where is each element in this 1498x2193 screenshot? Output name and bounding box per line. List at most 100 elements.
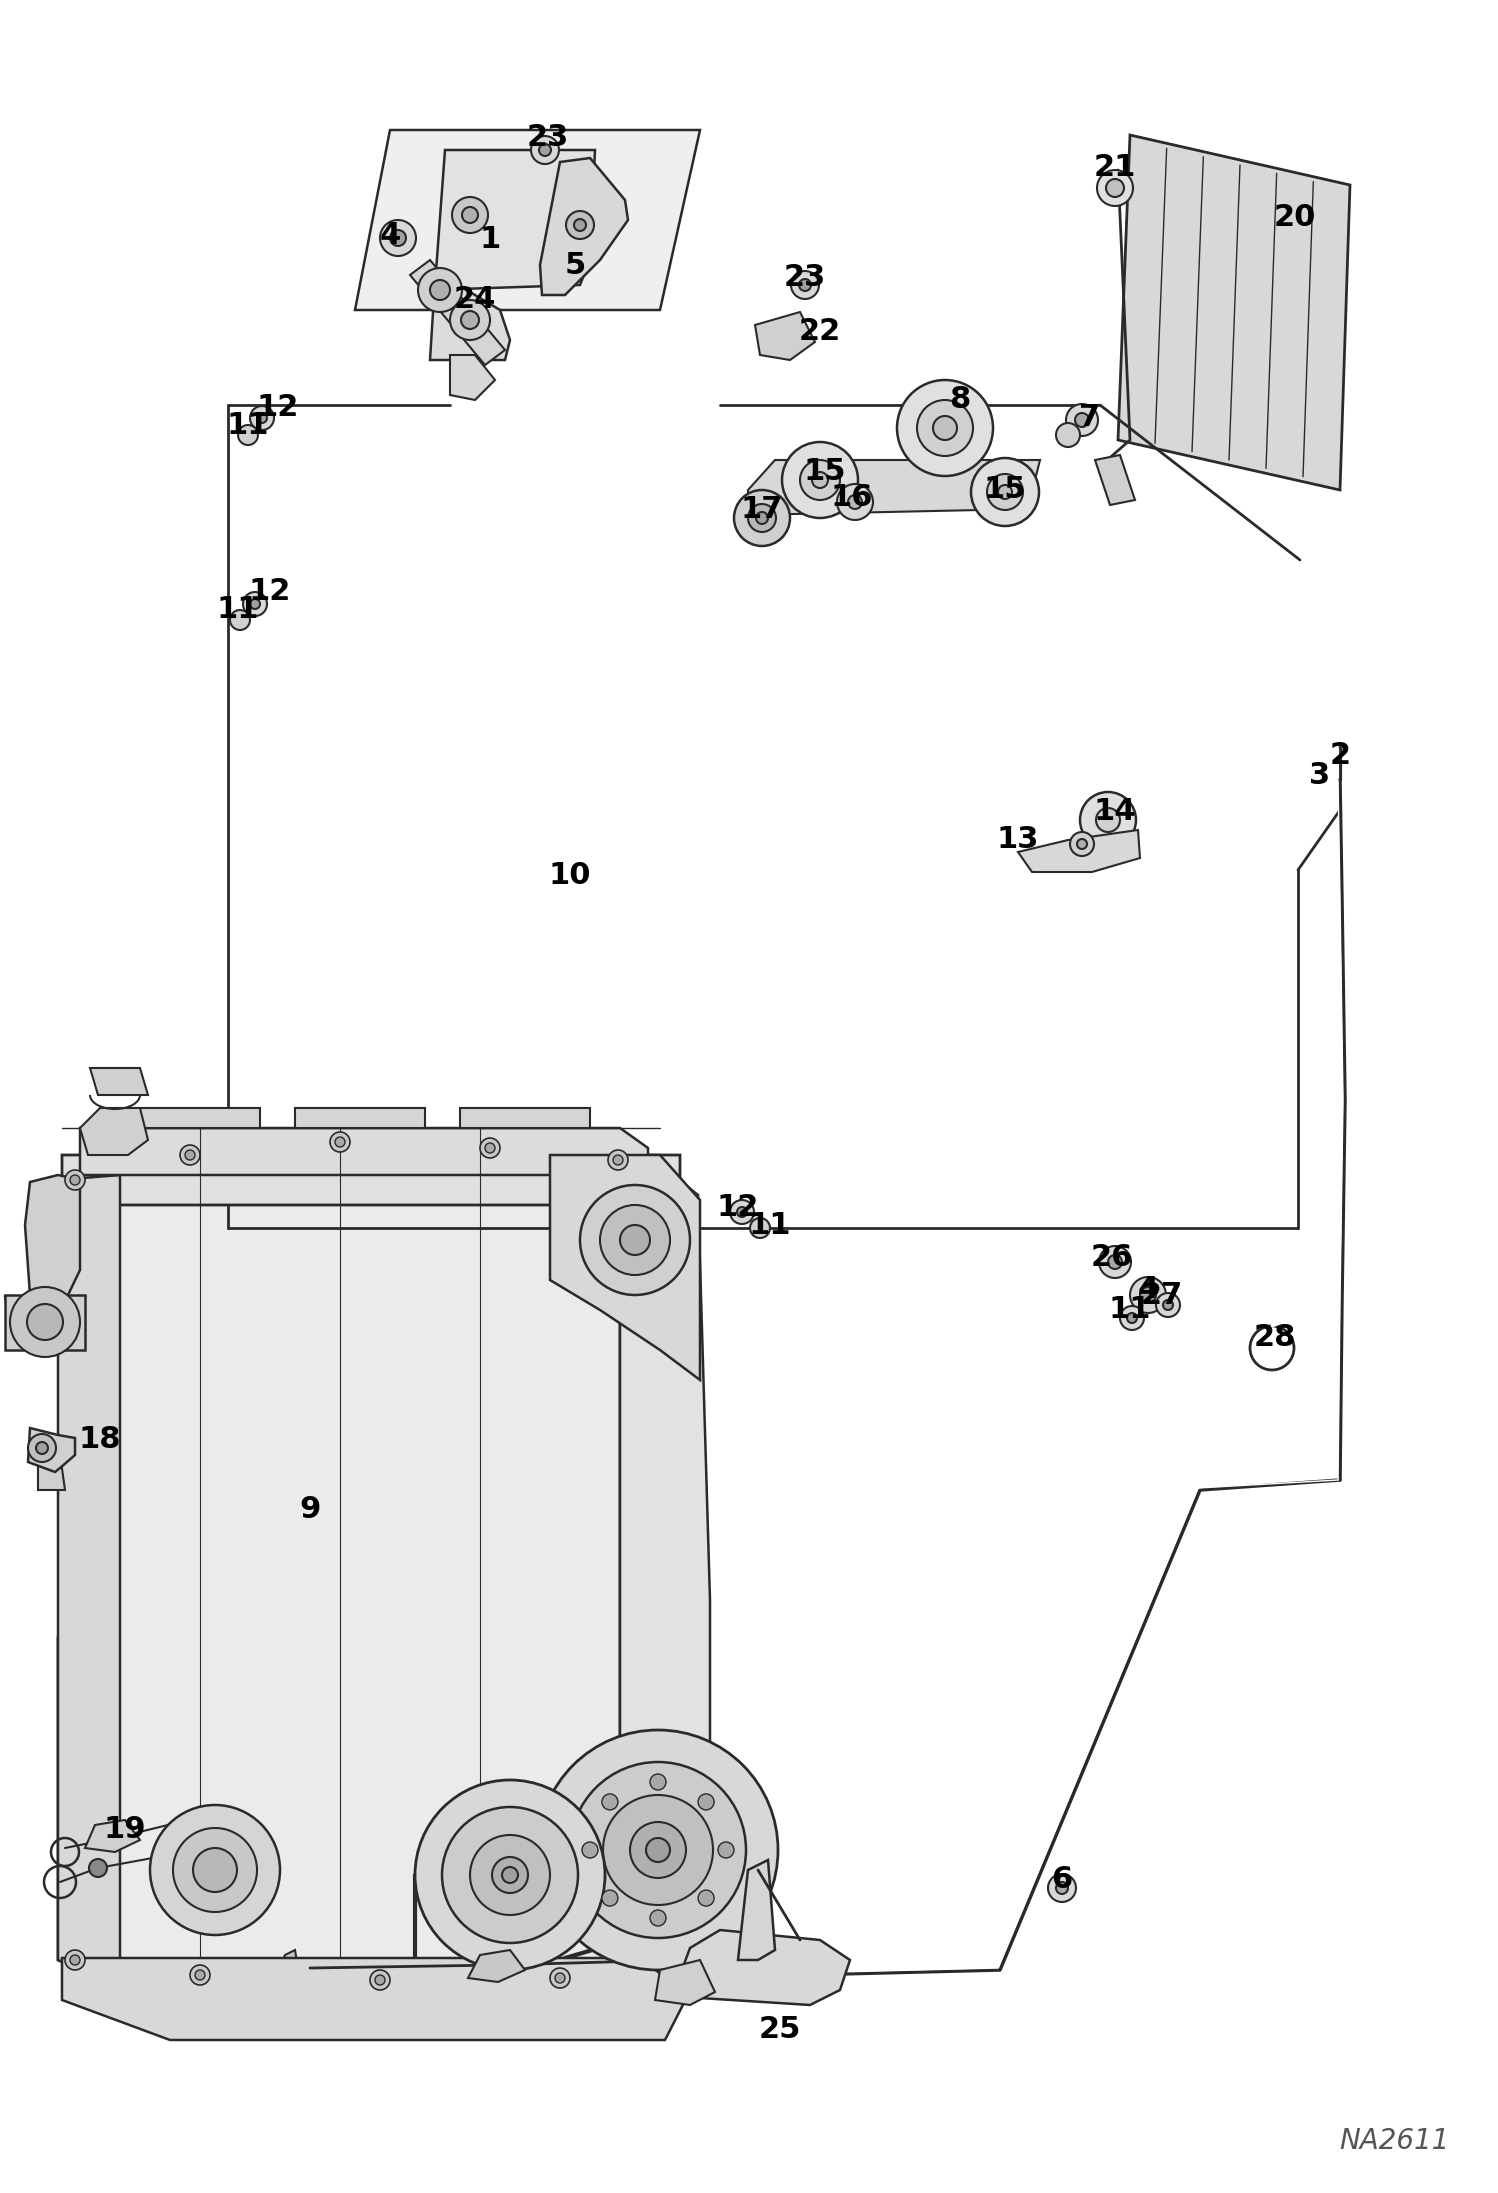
Circle shape [231,610,250,629]
Circle shape [897,379,993,476]
Circle shape [449,300,490,340]
Text: 8: 8 [950,386,971,414]
Text: 11: 11 [226,410,270,439]
Circle shape [243,592,267,616]
Polygon shape [79,1107,148,1156]
Text: 12: 12 [256,393,300,423]
Polygon shape [58,1175,120,1985]
Polygon shape [539,158,628,296]
Circle shape [1126,1314,1137,1322]
Circle shape [987,474,1023,511]
Circle shape [330,1132,351,1151]
Circle shape [374,1976,385,1985]
Text: 15: 15 [984,476,1026,504]
Polygon shape [85,1820,139,1853]
Circle shape [580,1184,691,1296]
Circle shape [848,496,861,509]
Circle shape [1109,1254,1122,1270]
Text: 15: 15 [804,458,846,487]
Circle shape [782,443,858,518]
Circle shape [184,1149,195,1160]
Circle shape [1056,423,1080,447]
Circle shape [461,311,479,329]
Polygon shape [430,149,595,289]
Text: 28: 28 [1254,1325,1296,1353]
Circle shape [631,1822,686,1877]
Text: 18: 18 [79,1425,121,1454]
Circle shape [461,206,478,224]
Circle shape [602,1890,617,1906]
Circle shape [1067,404,1098,436]
Circle shape [971,458,1040,526]
Circle shape [180,1145,201,1164]
Polygon shape [355,129,700,309]
Text: 1: 1 [479,226,500,254]
Text: 11: 11 [749,1211,791,1239]
Polygon shape [467,1950,524,1982]
Circle shape [1097,171,1132,206]
Circle shape [1076,412,1089,428]
Polygon shape [61,1958,688,2039]
Text: 13: 13 [996,825,1040,855]
Polygon shape [620,1164,710,1958]
Polygon shape [28,1428,75,1472]
Text: 26: 26 [1091,1243,1132,1272]
Polygon shape [748,461,1040,520]
Circle shape [998,485,1013,500]
Circle shape [650,1910,667,1925]
Circle shape [1049,1875,1076,1901]
Polygon shape [4,1296,85,1351]
Circle shape [646,1838,670,1862]
Circle shape [28,1434,55,1463]
Polygon shape [79,1127,649,1175]
Circle shape [1097,807,1121,831]
Circle shape [193,1849,237,1893]
Circle shape [539,145,551,156]
Text: 25: 25 [759,2015,801,2044]
Circle shape [718,1842,734,1857]
Polygon shape [460,1107,590,1127]
Circle shape [36,1443,48,1454]
Circle shape [812,471,828,489]
Text: 11: 11 [217,596,259,625]
Polygon shape [130,1107,261,1127]
Polygon shape [37,1441,64,1489]
Circle shape [250,406,274,430]
Polygon shape [410,261,505,364]
Circle shape [583,1842,598,1857]
Circle shape [798,279,810,292]
Circle shape [415,1781,605,1969]
Text: 11: 11 [1109,1296,1152,1325]
Circle shape [238,425,258,445]
Text: NA2611: NA2611 [1339,2127,1450,2156]
Text: 12: 12 [249,577,291,607]
Circle shape [604,1796,713,1906]
Circle shape [418,268,461,311]
Circle shape [442,1807,578,1943]
Polygon shape [430,281,509,360]
Circle shape [574,219,586,230]
Text: 23: 23 [783,263,825,292]
Text: 4: 4 [379,221,400,250]
Circle shape [336,1136,345,1147]
Text: 14: 14 [1094,798,1137,827]
Polygon shape [739,1860,774,1961]
Text: 22: 22 [798,318,840,346]
Circle shape [64,1171,85,1191]
Circle shape [10,1287,79,1357]
Circle shape [698,1890,715,1906]
Polygon shape [58,1638,698,2004]
Circle shape [800,461,840,500]
Circle shape [566,211,595,239]
Circle shape [27,1305,63,1340]
Circle shape [571,1761,746,1939]
Circle shape [258,412,267,423]
Circle shape [602,1794,617,1809]
Circle shape [195,1969,205,1980]
Text: 20: 20 [1273,204,1317,232]
Polygon shape [1118,136,1350,489]
Circle shape [530,136,559,164]
Text: 17: 17 [742,496,783,524]
Polygon shape [61,1156,680,1204]
Circle shape [370,1969,389,1989]
